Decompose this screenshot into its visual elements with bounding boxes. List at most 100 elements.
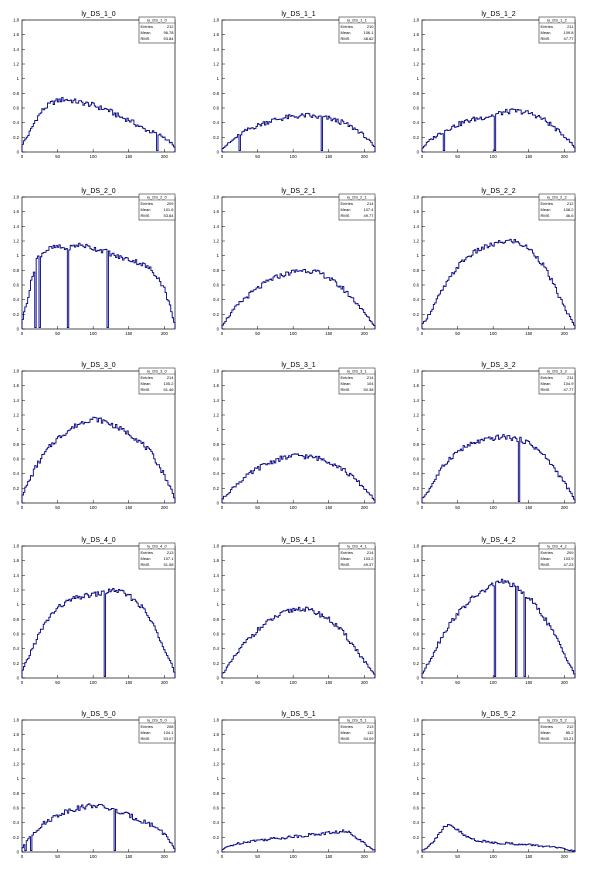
chart-title: ly_DS_2_0 <box>81 188 115 195</box>
y-tick-label: 1.6 <box>213 383 219 388</box>
y-tick-label: 0.6 <box>13 806 19 811</box>
stats-label-entries: Entries <box>341 550 353 555</box>
x-tick-label: 50 <box>255 331 260 336</box>
histogram-panel: ly_DS_3_1 0 0.2 0.4 0.6 0.8 1 1.2 1.4 1.6 1.8 0 50 10… <box>213 362 376 510</box>
x-tick-label: 150 <box>525 154 533 159</box>
y-tick-label: 1.8 <box>213 369 219 374</box>
stats-value-mean: 112 <box>367 730 374 735</box>
y-tick-label: 1.4 <box>213 398 219 403</box>
histogram-panel: ly_DS_4_2 0 0.2 0.4 0.6 0.8 1 1.2 1.4 1.6 1.8 0 50 10… <box>413 537 576 685</box>
y-tick-label: 0.6 <box>413 457 419 462</box>
histogram-panel: ly_DS_3_0 0 0.2 0.4 0.6 0.8 1 1.2 1.4 1.6 1.8 0 50 10… <box>13 362 176 510</box>
chart-title: ly_DS_5_0 <box>81 711 115 718</box>
y-tick-label: 1.4 <box>413 573 419 578</box>
stats-label-mean: Mean <box>341 556 351 561</box>
y-tick-label: 1.8 <box>13 544 19 549</box>
y-tick-label: 1 <box>17 76 20 81</box>
stats-value-mean: 104 <box>367 381 374 386</box>
chart-title: ly_DS_4_1 <box>281 537 315 544</box>
x-tick-label: 100 <box>90 505 98 510</box>
y-tick-label: 0 <box>17 676 20 681</box>
stats-value-rms: 48.62 <box>363 36 374 41</box>
x-tick-label: 100 <box>90 680 98 685</box>
x-tick-label: 50 <box>55 680 60 685</box>
stats-box <box>338 193 376 221</box>
y-tick-label: 0.2 <box>413 486 419 491</box>
stats-value-mean: 107.4 <box>363 207 374 212</box>
x-tick-label: 0 <box>221 154 224 159</box>
y-tick-label: 0.8 <box>413 268 419 273</box>
stats-box <box>538 367 576 395</box>
stats-label-rms: RMS <box>341 36 350 41</box>
y-tick-label: 0.4 <box>13 646 19 651</box>
y-tick-label: 1 <box>217 253 220 258</box>
x-tick-label: 50 <box>55 154 60 159</box>
y-tick-label: 1.6 <box>413 209 419 214</box>
y-tick-label: 0.6 <box>413 806 419 811</box>
plot-frame <box>21 19 176 153</box>
stats-label-rms: RMS <box>341 213 350 218</box>
y-tick-label: 0 <box>17 501 20 506</box>
y-tick-label: 1.4 <box>13 747 19 752</box>
stats-value-mean: 104.1 <box>163 730 174 735</box>
y-tick-label: 0.8 <box>213 442 219 447</box>
stats-label-rms: RMS <box>541 736 550 741</box>
y-tick-label: 1.6 <box>413 732 419 737</box>
y-tick-label: 1.2 <box>413 239 419 244</box>
y-tick-label: 0 <box>17 150 20 155</box>
stats-label-entries: Entries <box>541 724 553 729</box>
stats-label-entries: Entries <box>541 550 553 555</box>
y-tick-label: 1.4 <box>213 747 219 752</box>
y-tick-label: 1.6 <box>413 32 419 37</box>
x-tick-label: 50 <box>255 854 260 859</box>
chart-title: ly_DS_3_1 <box>281 362 315 369</box>
stats-value-mean: 104.9 <box>563 381 574 386</box>
y-tick-label: 1.8 <box>213 195 219 200</box>
y-tick-label: 0.6 <box>213 632 219 637</box>
x-tick-label: 200 <box>161 331 169 336</box>
y-tick-label: 0.6 <box>13 283 19 288</box>
y-tick-label: 0.4 <box>213 820 219 825</box>
stats-name: ly_DS_3_0 <box>147 369 167 374</box>
y-tick-label: 0.2 <box>13 135 19 140</box>
histogram-panel: ly_DS_5_0 0 0.2 0.4 0.6 0.8 1 1.2 1.4 1.6 1.8 0 50 10… <box>13 711 176 859</box>
plot-frame <box>221 545 376 679</box>
stats-value-rms: 47.77 <box>563 387 574 392</box>
y-tick-label: 1.2 <box>213 62 219 67</box>
x-tick-label: 100 <box>490 505 498 510</box>
stats-value-entries: 214 <box>167 375 174 380</box>
y-tick-label: 0 <box>17 327 20 332</box>
stats-value-rms: 53.84 <box>163 213 174 218</box>
stats-value-entries: 209 <box>567 550 574 555</box>
y-tick-label: 1.4 <box>13 398 19 403</box>
stats-value-mean: 103.9 <box>563 556 574 561</box>
histogram-line <box>421 434 576 503</box>
y-tick-label: 0.2 <box>413 661 419 666</box>
stats-name: ly_DS_4_2 <box>547 544 567 549</box>
stats-value-entries: 208 <box>167 724 174 729</box>
histogram-line <box>21 416 176 503</box>
y-tick-label: 1.2 <box>13 239 19 244</box>
x-tick-label: 150 <box>525 680 533 685</box>
y-tick-label: 0.8 <box>13 442 19 447</box>
plot-frame <box>221 196 376 330</box>
histogram-panel: ly_DS_1_0 0 0.2 0.4 0.6 0.8 1 1.2 1.4 1.6 1.8 0 50 10… <box>13 11 176 159</box>
x-tick-label: 100 <box>490 854 498 859</box>
chart-title: ly_DS_4_0 <box>81 537 115 544</box>
stats-label-entries: Entries <box>341 201 353 206</box>
stats-label-mean: Mean <box>341 381 351 386</box>
y-tick-label: 1.4 <box>413 224 419 229</box>
stats-value-rms: 51.46 <box>163 387 174 392</box>
x-tick-label: 150 <box>525 854 533 859</box>
y-tick-label: 1.6 <box>213 209 219 214</box>
y-tick-label: 0.4 <box>213 297 219 302</box>
stats-box <box>338 542 376 570</box>
y-tick-label: 0 <box>417 850 420 855</box>
stats-label-entries: Entries <box>141 375 153 380</box>
histogram-panel: ly_DS_1_2 0 0.2 0.4 0.6 0.8 1 1.2 1.4 1.6 1.8 0 50 10… <box>413 11 576 159</box>
stats-value-mean: 106.1 <box>363 30 374 35</box>
y-tick-label: 1 <box>217 76 220 81</box>
histogram-panel: ly_DS_2_0 0 0.2 0.4 0.6 0.8 1 1.2 1.4 1.6 1.8 0 50 10… <box>13 188 176 336</box>
stats-value-rms: 53.21 <box>563 736 574 741</box>
y-tick-label: 0.2 <box>213 835 219 840</box>
